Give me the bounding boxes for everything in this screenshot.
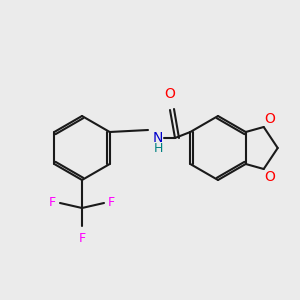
Text: F: F: [49, 196, 56, 209]
Text: N: N: [153, 131, 163, 145]
Text: O: O: [265, 170, 276, 184]
Text: O: O: [165, 87, 176, 101]
Text: O: O: [265, 112, 276, 126]
Text: H: H: [153, 142, 163, 154]
Text: F: F: [78, 232, 85, 245]
Text: F: F: [108, 196, 115, 209]
